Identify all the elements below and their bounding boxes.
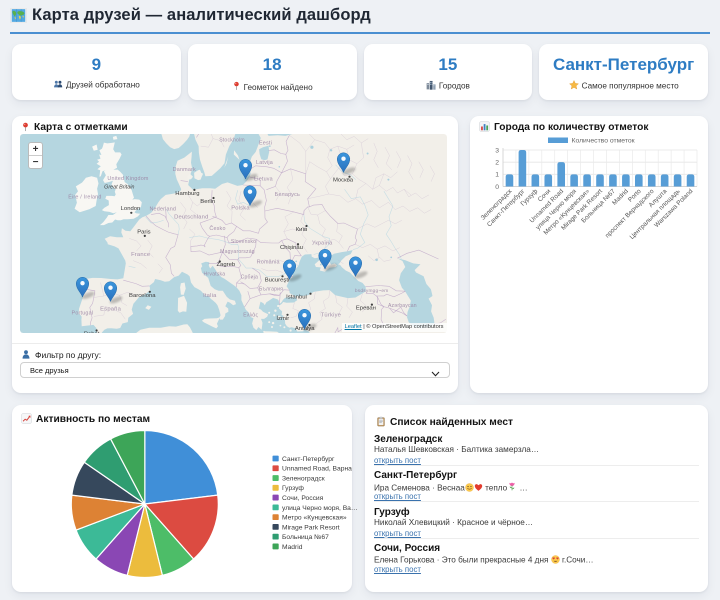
svg-text:Гурзуф: Гурзуф [282,485,304,492]
svg-text:Stockholm: Stockholm [219,138,245,144]
svg-text:Paris: Paris [137,229,150,235]
svg-text:London: London [120,206,140,212]
svg-text:Србија: Србија [240,275,257,281]
svg-text:Hrvatska: Hrvatska [203,271,225,277]
svg-text:Deutschland: Deutschland [174,215,208,221]
svg-text:Ереван: Ереван [355,306,375,312]
svg-text:Great Britain: Great Britain [104,185,134,191]
svg-text:Bucureşti: Bucureşti [264,277,289,283]
svg-text:Slovensko: Slovensko [230,239,255,245]
svg-text:Київ: Київ [295,227,307,233]
svg-text:Polska: Polska [231,206,250,212]
svg-text:România: România [256,260,279,266]
svg-text:Nederland: Nederland [149,207,176,213]
svg-text:2: 2 [495,160,499,167]
svg-text:Česko: Česko [209,225,225,232]
svg-text:bsdsymgg~em: bsdsymgg~em [354,288,388,294]
svg-text:Ελλάς: Ελλάς [243,312,258,319]
svg-text:1: 1 [495,172,499,179]
svg-text:Lietuva: Lietuva [254,177,273,183]
svg-text:Berlin: Berlin [200,199,215,205]
svg-text:Rabat: Rabat [83,332,99,334]
svg-text:Latvija: Latvija [256,160,273,166]
svg-text:Magyarország: Magyarország [220,249,255,255]
svg-text:Mirage Park Resort: Mirage Park Resort [282,524,340,531]
svg-text:Unnamed Road, Варна: Unnamed Road, Варна [282,466,352,473]
svg-text:Portugal: Portugal [71,310,93,316]
svg-text:Зеленоградск: Зеленоградск [282,475,325,482]
svg-text:Danmark: Danmark [172,167,195,173]
svg-text:Türkiye: Türkiye [320,313,340,319]
svg-text:Istanbul: Istanbul [286,295,307,301]
svg-text:Éire / Ireland: Éire / Ireland [68,194,101,201]
svg-text:Eesti: Eesti [259,141,272,147]
svg-text:3: 3 [495,147,499,154]
svg-text:улица Черно моря, Ва…: улица Черно моря, Ва… [282,505,358,512]
svg-text:Madrid: Madrid [282,544,303,551]
svg-text:Zagreb: Zagreb [216,262,235,268]
svg-text:Метро «Кунцевская»: Метро «Кунцевская» [282,515,347,522]
svg-text:France: France [131,252,150,258]
svg-text:Беларусь: Беларусь [274,192,299,198]
svg-text:Chișinău: Chișinău [280,245,303,251]
svg-text:България: България [259,286,283,292]
svg-text:Больница №67: Больница №67 [282,534,329,541]
svg-text:Москва: Москва [332,178,353,184]
svg-text:Количество отметок: Количество отметок [572,138,635,145]
svg-text:Azərbaycan: Azərbaycan [387,303,416,309]
svg-text:United Kingdom: United Kingdom [107,176,148,182]
svg-text:Italia: Italia [203,293,217,299]
svg-text:Сочи, Россия: Сочи, Россия [282,495,324,502]
svg-text:Україна: Україна [311,241,331,247]
svg-text:Hamburg: Hamburg [175,191,199,197]
svg-text:España: España [100,306,121,312]
svg-text:0: 0 [495,184,499,191]
svg-text:Barcelona: Barcelona [129,293,156,299]
svg-text:Санкт-Петербург: Санкт-Петербург [282,455,335,463]
svg-text:İzmir: İzmir [276,315,289,322]
